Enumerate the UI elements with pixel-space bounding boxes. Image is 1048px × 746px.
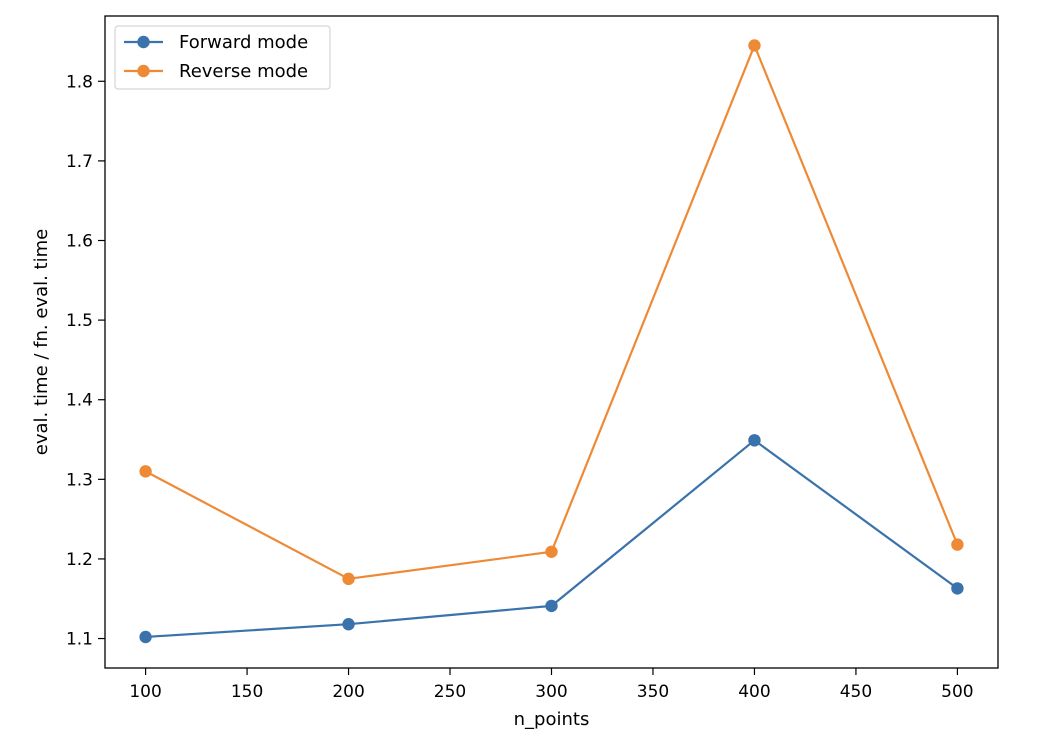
y-tick-label: 1.8 [66, 72, 93, 92]
data-point-forward-mode [951, 582, 964, 595]
x-tick-label: 350 [637, 682, 669, 702]
x-tick-label: 450 [840, 682, 872, 702]
y-tick-label: 1.4 [66, 391, 93, 411]
legend-label-forward: Forward mode [179, 32, 308, 53]
y-tick-label: 1.5 [66, 311, 93, 331]
series-layer [139, 39, 964, 644]
y-tick-label: 1.3 [66, 470, 93, 490]
y-tick-label: 1.7 [66, 152, 93, 172]
legend-marker-reverse [137, 64, 150, 78]
x-tick-label: 200 [332, 682, 364, 702]
x-tick-label: 150 [231, 682, 263, 702]
data-point-reverse-mode [748, 39, 761, 52]
legend-box [114, 25, 331, 90]
y-tick-label: 1.1 [66, 630, 93, 650]
legend-marker-forward [137, 35, 150, 49]
data-point-forward-mode [748, 434, 761, 447]
data-point-forward-mode [545, 599, 558, 613]
y-tick-label: 1.6 [66, 231, 93, 251]
legend: Forward mode Reverse mode [114, 25, 331, 90]
x-tick-label: 300 [535, 682, 567, 702]
data-point-forward-mode [342, 618, 355, 631]
data-point-reverse-mode [951, 538, 964, 551]
y-axis-label: eval. time / fn. eval. time [31, 229, 52, 455]
y-gridless-ticks: 1.1 1.2 1.3 1.4 1.5 1.6 1.7 1.8 [66, 72, 105, 650]
data-point-forward-mode [139, 630, 152, 644]
x-tick-label: 100 [129, 682, 161, 702]
data-point-reverse-mode [545, 545, 558, 558]
legend-label-reverse: Reverse mode [179, 61, 308, 82]
plot-frame [104, 15, 999, 669]
data-point-reverse-mode [139, 465, 152, 478]
x-tick-label: 250 [434, 682, 466, 702]
x-tick-label: 400 [738, 682, 770, 702]
data-point-reverse-mode [342, 572, 355, 586]
x-ticks: 100 150 200 250 300 350 400 450 500 [129, 668, 974, 702]
x-tick-label: 500 [941, 682, 973, 702]
y-tick-label: 1.2 [66, 550, 93, 570]
x-axis-label: n_points [514, 709, 590, 730]
